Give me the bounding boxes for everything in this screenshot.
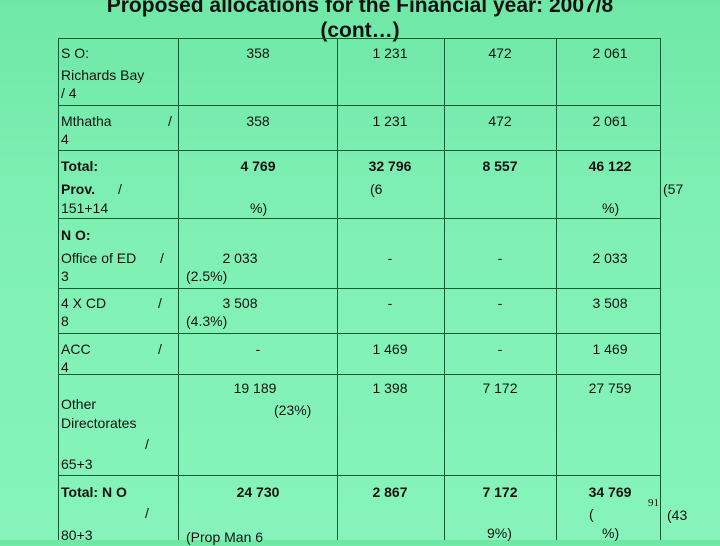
table-cell: (4.3%) [186,313,228,329]
page-title: Proposed allocations for the Financial y… [106,0,614,17]
table-cell: - [497,250,503,266]
row-label: Other [61,396,97,412]
table-cell: 34 769 [588,484,632,500]
row-divider [58,333,660,334]
row-label: Prov. [61,181,95,197]
table-cell: 46 122 [588,158,632,174]
row-label: Richards Bay [61,67,145,83]
table-cell: ( [589,506,594,522]
row-label: Mthatha [61,113,112,129]
table-cell: 358 [246,45,270,61]
table-cell: 8 557 [482,158,518,174]
table-cell: 7 172 [482,484,518,500]
row-label: / 4 [61,85,77,101]
truncated-text: (43 [667,507,688,523]
table-cell: 2 061 [592,113,628,129]
table-cell: %) [602,200,620,216]
table-cell: 358 [246,113,270,129]
row-label: ACC [61,341,91,357]
row-label: 4 X CD [61,295,107,311]
row-label: 4 [61,131,69,147]
table-border-left [58,38,59,540]
column-divider [178,38,179,540]
table-cell: 2 033 [222,250,258,266]
table-border-right [660,38,661,540]
page-title-cont: (cont…) [320,19,400,42]
row-label: N O: [61,227,91,243]
row-label: Directorates [61,415,137,431]
table-cell: 2 033 [592,250,628,266]
column-divider [444,38,445,540]
row-label: 8 [61,313,69,329]
table-cell: 7 172 [482,380,518,396]
row-label: Total: [61,158,99,174]
row-label: 151+14 [61,200,109,216]
row-divider [58,374,660,375]
table-cell: 2 061 [592,45,628,61]
table-cell: (2.5%) [186,268,228,284]
table-cell: 24 730 [236,484,280,500]
row-label: S O: [61,45,90,61]
row-slash: / [118,181,122,197]
row-divider [58,105,660,106]
column-divider [556,38,557,540]
row-slash: / [158,341,162,357]
table-cell: 32 796 [368,158,412,174]
row-slash: / [145,505,149,521]
row-divider [58,218,660,219]
row-label: 3 [61,268,69,284]
table-cell: 3 508 [222,295,258,311]
row-divider [58,288,660,289]
table-cell: 1 398 [372,380,408,396]
row-slash: / [160,250,164,266]
row-slash: / [158,295,162,311]
row-label: Total: N O [61,484,127,500]
row-divider [58,475,660,476]
table-border-top [58,38,660,39]
row-divider [58,150,660,151]
row-slash: / [145,436,149,452]
table-cell: 3 508 [592,295,628,311]
table-cell: 9%) [487,525,512,541]
table-cell: - [497,341,503,357]
column-divider [337,38,338,540]
table-cell: (6 [370,181,383,197]
table-cell: 19 189 [233,380,277,396]
table-cell: 472 [488,113,512,129]
table-cell: - [387,250,393,266]
table-cell: - [255,341,261,357]
row-label: Office of ED [61,250,137,266]
table-cell: - [387,295,393,311]
table-cell: 1 469 [592,341,628,357]
table-cell: 1 469 [372,341,408,357]
table-cell: 1 231 [372,45,408,61]
table-cell: 2 867 [372,484,408,500]
row-slash: / [168,113,172,129]
row-label: 65+3 [61,456,93,472]
table-cell: (23%) [274,402,312,418]
row-label: 80+3 [61,527,93,543]
table-cell: 1 231 [372,113,408,129]
table-cell: %) [602,525,620,541]
truncated-text: (57 [663,181,684,197]
table-cell: %) [250,200,268,216]
table-cell: 27 759 [588,380,632,396]
table-cell: - [497,295,503,311]
page-number: 91 [648,497,659,509]
table-cell: 472 [488,45,512,61]
table-cell: 4 769 [240,158,276,174]
table-cell: (Prop Man 6 [186,529,264,545]
row-label: 4 [61,359,69,375]
